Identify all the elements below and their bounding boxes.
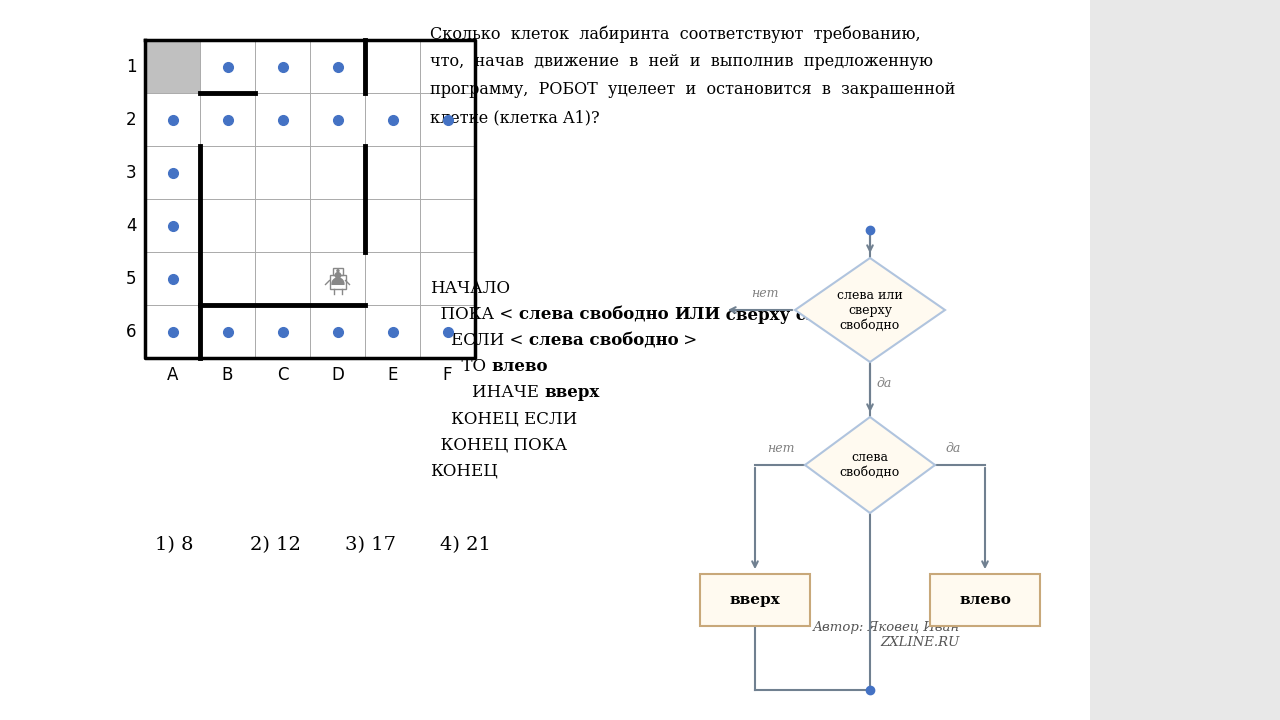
Text: слева свободно: слева свободно [529, 332, 678, 349]
Text: Автор: Яковец Иван
ZXLINE.RU: Автор: Яковец Иван ZXLINE.RU [813, 621, 960, 649]
Text: 2: 2 [125, 110, 136, 128]
Text: да: да [945, 442, 960, 455]
Text: >: > [886, 306, 905, 323]
Text: нет: нет [768, 442, 795, 455]
Text: слева
свободно: слева свободно [840, 451, 900, 479]
Text: ИЛИ: ИЛИ [675, 306, 721, 323]
Bar [700, 574, 810, 626]
Text: ПОКА <: ПОКА < [430, 306, 518, 323]
Text: 1: 1 [125, 58, 136, 76]
Text: вверх: вверх [730, 593, 781, 607]
Bar [1091, 0, 1280, 720]
Text: ИНАЧЕ: ИНАЧЕ [430, 384, 544, 401]
Text: слева или
сверху
свободно: слева или сверху свободно [837, 289, 902, 331]
Text: НАЧАЛО: НАЧАЛО [430, 280, 509, 297]
Text: влево: влево [959, 593, 1011, 607]
Text: 3: 3 [125, 163, 136, 181]
Text: ЕСЛИ <: ЕСЛИ < [430, 332, 529, 349]
Text: C: C [276, 366, 288, 384]
Text: влево: влево [492, 358, 548, 375]
Text: КОНЕЦ: КОНЕЦ [430, 462, 498, 479]
Polygon shape [795, 258, 945, 362]
Text: слева свободно: слева свободно [518, 306, 675, 323]
Text: ТО: ТО [430, 358, 492, 375]
Text: КОНЕЦ ЕСЛИ: КОНЕЦ ЕСЛИ [430, 410, 577, 427]
Text: 4) 21: 4) 21 [440, 536, 490, 554]
Text: D: D [332, 366, 344, 384]
Text: 4: 4 [125, 217, 136, 235]
Text: B: B [221, 366, 233, 384]
Text: >: > [678, 332, 698, 349]
Text: нет: нет [751, 287, 778, 300]
Polygon shape [805, 417, 934, 513]
Text: Сколько  клеток  лабиринта  соответствуют  требованию,: Сколько клеток лабиринта соответствуют т… [430, 25, 920, 42]
Bar [329, 274, 346, 289]
Text: E: E [388, 366, 398, 384]
Text: что,  начав  движение  в  ней  и  выполнив  предложенную: что, начав движение в ней и выполнив пре… [430, 53, 933, 70]
Bar [145, 40, 200, 93]
Text: 1) 8: 1) 8 [155, 536, 193, 554]
Text: 3) 17: 3) 17 [346, 536, 396, 554]
Text: КОНЕЦ ПОКА: КОНЕЦ ПОКА [430, 436, 567, 453]
Text: программу,  РОБОТ  уцелеет  и  остановится  в  закрашенной: программу, РОБОТ уцелеет и остановится в… [430, 81, 955, 98]
Text: A: A [166, 366, 178, 384]
Bar [931, 574, 1039, 626]
Text: F: F [443, 366, 452, 384]
Text: да: да [876, 377, 891, 390]
Text: 2) 12: 2) 12 [250, 536, 301, 554]
Text: 5: 5 [125, 269, 136, 287]
Text: клетке (клетка A1)?: клетке (клетка A1)? [430, 109, 599, 126]
Text: сверху свободно: сверху свободно [721, 306, 886, 323]
Text: ♟: ♟ [328, 269, 347, 289]
Text: вверх: вверх [544, 384, 599, 401]
Bar [333, 268, 343, 274]
Text: 6: 6 [125, 323, 136, 341]
